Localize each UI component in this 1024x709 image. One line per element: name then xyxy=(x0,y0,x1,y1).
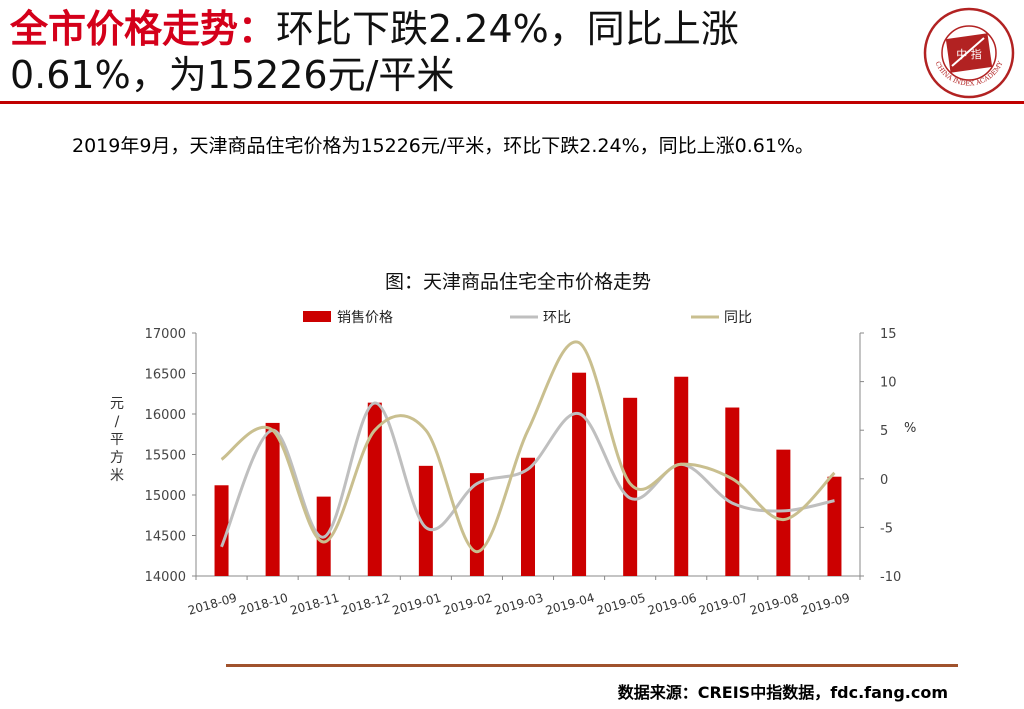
bar-2019-08 xyxy=(776,449,791,576)
legend-label-mom: 环比 xyxy=(543,310,571,326)
yoy-line xyxy=(220,340,836,554)
x-tick-label: 2019-07 xyxy=(697,591,749,618)
bar-2018-12 xyxy=(367,402,382,576)
footer-divider xyxy=(226,664,958,667)
x-tick-label: 2018-12 xyxy=(340,591,392,618)
logo-center-text: 中 指 xyxy=(956,47,982,61)
x-tick-label: 2019-02 xyxy=(442,591,494,618)
x-tick-label: 2019-09 xyxy=(799,591,851,618)
data-source: 数据来源：CREIS中指数据，fdc.fang.com xyxy=(617,683,948,702)
x-tick-label: 2019-03 xyxy=(493,591,545,618)
legend-label-yoy: 同比 xyxy=(724,310,752,326)
title-rest: 环比下跌2.24%，同比上涨 xyxy=(276,7,739,51)
page-title: 全市价格走势：环比下跌2.24%，同比上涨 0.61%，为15226元/平米 xyxy=(10,6,910,98)
bar-2019-04 xyxy=(572,372,587,576)
right-tick-label: -10 xyxy=(880,570,901,585)
bar-2018-09 xyxy=(214,485,229,576)
x-tick-label: 2019-08 xyxy=(748,591,800,618)
china-index-academy-logo: 中 指 CHINA INDEX ACADEMY xyxy=(923,7,1015,99)
left-tick-label: 15000 xyxy=(145,489,186,504)
summary-text: 2019年9月，天津商品住宅价格为15226元/平米，环比下跌2.24%，同比上… xyxy=(72,135,815,157)
legend-label-price: 销售价格 xyxy=(337,310,393,326)
right-tick-label: 0 xyxy=(880,473,888,488)
title-accent: 全市价格走势： xyxy=(10,7,277,51)
left-tick-label: 14500 xyxy=(145,530,186,545)
right-axis-label: % xyxy=(904,421,916,436)
x-tick-label: 2019-05 xyxy=(595,591,647,618)
title-line-2: 0.61%，为15226元/平米 xyxy=(10,53,455,97)
x-tick-label: 2018-11 xyxy=(289,591,341,618)
x-tick-label: 2018-10 xyxy=(237,591,289,618)
left-tick-label: 15500 xyxy=(145,449,186,464)
left-axis-label: 元/平方米 xyxy=(110,396,124,484)
chart-legend: 销售价格 环比 同比 xyxy=(303,310,752,326)
x-tick-label: 2018-09 xyxy=(186,591,238,618)
right-tick-label: 5 xyxy=(880,424,888,439)
chart-title: 图：天津商品住宅全市价格走势 xyxy=(385,271,651,293)
mom-line xyxy=(220,401,835,548)
title-divider xyxy=(0,101,1024,104)
right-tick-label: 15 xyxy=(880,327,897,342)
left-tick-label: 16500 xyxy=(145,368,186,383)
line-series xyxy=(220,340,836,554)
right-tick-label: 10 xyxy=(880,376,897,391)
x-tick-label: 2019-06 xyxy=(646,591,698,618)
bar-2019-05 xyxy=(623,397,638,576)
bar-2018-10 xyxy=(265,422,280,576)
bar-2019-06 xyxy=(674,376,689,576)
x-tick-label: 2019-01 xyxy=(391,591,443,618)
bar-2019-01 xyxy=(418,465,433,576)
bar-series xyxy=(214,372,842,576)
left-tick-label: 14000 xyxy=(145,570,186,585)
right-tick-label: -5 xyxy=(880,521,893,536)
bar-2019-09 xyxy=(827,476,842,576)
left-tick-label: 17000 xyxy=(145,327,186,342)
bar-2019-07 xyxy=(725,407,740,576)
x-tick-label: 2019-04 xyxy=(544,591,596,618)
legend-swatch-price xyxy=(303,311,331,322)
bar-2019-03 xyxy=(521,457,535,576)
left-tick-label: 16000 xyxy=(145,408,186,423)
title-line-1: 全市价格走势：环比下跌2.24%，同比上涨 xyxy=(10,6,910,52)
